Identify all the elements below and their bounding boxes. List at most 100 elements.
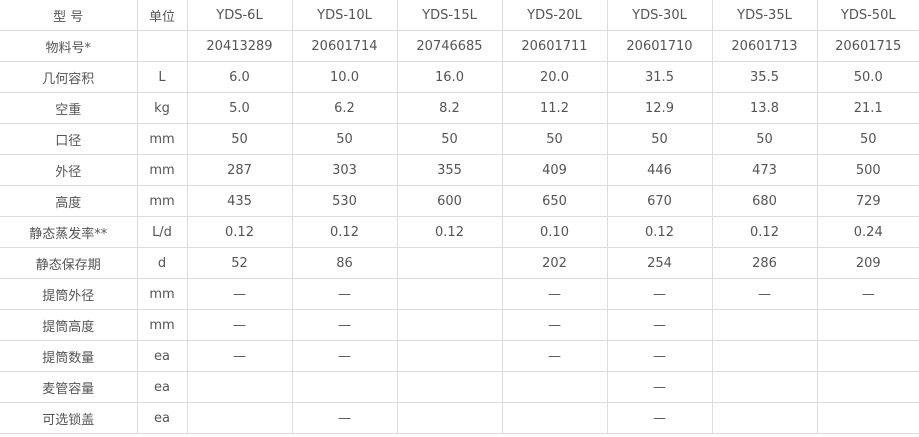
table-cell: 0.10 <box>501 216 608 248</box>
table-row: 空重 kg 5.0 6.2 8.2 11.2 12.9 13.8 21.1 <box>0 92 919 124</box>
table-cell: ea <box>136 402 188 434</box>
table-cell: — <box>606 309 713 341</box>
header-cell: YDS-6L <box>186 0 293 31</box>
table-cell <box>816 402 919 434</box>
table-cell: 可选锁盖 <box>0 402 138 434</box>
table-cell: 0.12 <box>186 216 293 248</box>
table-cell: 16.0 <box>396 61 503 93</box>
table-cell: 20413289 <box>186 30 293 62</box>
table-cell: 50 <box>606 123 713 155</box>
table-cell: 50 <box>816 123 919 155</box>
table-cell: ea <box>136 371 188 403</box>
table-cell: 20601713 <box>711 30 818 62</box>
table-cell: — <box>291 340 398 372</box>
table-cell: 提筒数量 <box>0 340 138 372</box>
table-cell <box>711 371 818 403</box>
table-cell: 麦管容量 <box>0 371 138 403</box>
table-cell: 303 <box>291 154 398 186</box>
table-cell: 530 <box>291 185 398 217</box>
table-cell: mm <box>136 309 188 341</box>
table-cell: 729 <box>816 185 919 217</box>
table-cell: 50 <box>711 123 818 155</box>
table-cell: — <box>606 278 713 310</box>
header-cell: YDS-10L <box>291 0 398 31</box>
table-cell: 空重 <box>0 92 138 124</box>
table-cell: 50 <box>186 123 293 155</box>
table-cell: — <box>186 278 293 310</box>
table-cell: 口径 <box>0 123 138 155</box>
table-cell: 21.1 <box>816 92 919 124</box>
table-cell: 35.5 <box>711 61 818 93</box>
table-cell <box>396 340 503 372</box>
table-cell: 254 <box>606 247 713 279</box>
header-cell: 型 号 <box>0 0 138 31</box>
table-cell <box>711 340 818 372</box>
table-cell <box>816 371 919 403</box>
table-cell: 50 <box>291 123 398 155</box>
table-cell <box>186 371 293 403</box>
table-row: 麦管容量 ea — <box>0 371 919 403</box>
table-row: 口径 mm 50 50 50 50 50 50 50 <box>0 123 919 155</box>
table-cell: 0.12 <box>711 216 818 248</box>
table-cell: — <box>291 402 398 434</box>
table-cell: ea <box>136 340 188 372</box>
table-cell: L <box>136 61 188 93</box>
table-cell: 50 <box>501 123 608 155</box>
table-cell <box>136 30 188 62</box>
table-cell: 提筒高度 <box>0 309 138 341</box>
table-cell: 物料号* <box>0 30 138 62</box>
table-cell <box>396 309 503 341</box>
table-cell: 650 <box>501 185 608 217</box>
header-cell: YDS-30L <box>606 0 713 31</box>
header-cell: YDS-15L <box>396 0 503 31</box>
table-cell: 20601710 <box>606 30 713 62</box>
table-cell: 13.8 <box>711 92 818 124</box>
table-cell: — <box>501 278 608 310</box>
table-cell: 20601714 <box>291 30 398 62</box>
table-cell: 高度 <box>0 185 138 217</box>
table-cell: mm <box>136 123 188 155</box>
table-row: 外径 mm 287 303 355 409 446 473 500 <box>0 154 919 186</box>
table-cell: — <box>186 309 293 341</box>
table-cell: — <box>816 278 919 310</box>
table-cell: — <box>606 402 713 434</box>
table-cell: 86 <box>291 247 398 279</box>
table-cell: mm <box>136 278 188 310</box>
table-cell <box>396 247 503 279</box>
table-cell: 12.9 <box>606 92 713 124</box>
header-cell: 单位 <box>136 0 188 31</box>
table-row: 静态蒸发率** L/d 0.12 0.12 0.12 0.10 0.12 0.12 0.24 <box>0 216 919 248</box>
table-row: 静态保存期 d 52 86 202 254 286 209 <box>0 247 919 279</box>
table-cell <box>501 371 608 403</box>
table-cell: 8.2 <box>396 92 503 124</box>
table-cell: 600 <box>396 185 503 217</box>
table-cell: mm <box>136 185 188 217</box>
table-cell: 446 <box>606 154 713 186</box>
table-cell: — <box>186 340 293 372</box>
table-cell: 355 <box>396 154 503 186</box>
table-cell: 外径 <box>0 154 138 186</box>
table-cell: 680 <box>711 185 818 217</box>
table-row: 提筒高度 mm — — — — <box>0 309 919 341</box>
table-cell: 5.0 <box>186 92 293 124</box>
header-cell: YDS-35L <box>711 0 818 31</box>
table-cell: 0.12 <box>291 216 398 248</box>
table-cell: 0.12 <box>606 216 713 248</box>
header-cell: YDS-50L <box>816 0 919 31</box>
table-cell: 提筒外径 <box>0 278 138 310</box>
table-cell: 50.0 <box>816 61 919 93</box>
table-row: 提筒外径 mm — — — — — — <box>0 278 919 310</box>
table-cell: 0.24 <box>816 216 919 248</box>
table-cell: 11.2 <box>501 92 608 124</box>
table-cell: 20601715 <box>816 30 919 62</box>
table-cell: 31.5 <box>606 61 713 93</box>
table-cell: 6.0 <box>186 61 293 93</box>
table-cell: d <box>136 247 188 279</box>
table-row: 几何容积 L 6.0 10.0 16.0 20.0 31.5 35.5 50.0 <box>0 61 919 93</box>
table-cell: — <box>291 309 398 341</box>
table-cell: 20746685 <box>396 30 503 62</box>
table-cell: — <box>291 278 398 310</box>
table-cell: 500 <box>816 154 919 186</box>
table-cell <box>816 340 919 372</box>
